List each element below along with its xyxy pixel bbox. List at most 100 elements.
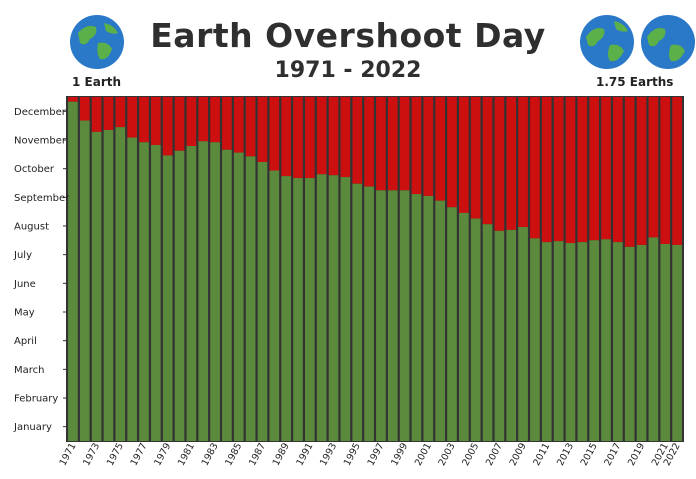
year-tick-label: 1981 <box>176 441 197 468</box>
bar-used <box>68 101 78 441</box>
bar-used <box>648 237 659 441</box>
bar-overshoot <box>198 97 209 142</box>
bar-overshoot <box>210 97 220 143</box>
bar-overshoot <box>411 97 422 195</box>
year-tick-label: 1995 <box>342 441 363 468</box>
bar-overshoot <box>257 97 268 163</box>
bar-used <box>328 175 339 441</box>
one-point-seven-five-earths-label: 1.75 Earths <box>596 75 674 89</box>
bar-used <box>447 207 457 441</box>
bar-overshoot <box>328 97 339 176</box>
year-tick-label: 2011 <box>531 441 552 468</box>
year-tick-label: 1997 <box>366 441 387 468</box>
year-tick-label: 2003 <box>437 441 458 468</box>
year-tick-label: 2019 <box>626 441 647 468</box>
bar-used <box>245 156 256 441</box>
bar-overshoot <box>470 97 481 219</box>
year-tick-label: 2007 <box>484 441 505 468</box>
bar-used <box>162 155 173 442</box>
bar-overshoot <box>589 97 599 241</box>
bar-used <box>601 239 611 441</box>
bar-used <box>139 142 149 442</box>
year-tick-label: 1991 <box>294 441 315 468</box>
bar-used <box>305 178 315 441</box>
year-tick-label: 1977 <box>129 441 150 468</box>
bar-used <box>624 246 635 441</box>
bar-overshoot <box>269 97 280 171</box>
bar-used <box>293 178 303 441</box>
bar-used <box>541 242 552 441</box>
month-tick-label: February <box>14 394 58 405</box>
bar-used <box>186 146 197 441</box>
bar-used <box>506 229 517 441</box>
bar-used <box>340 177 351 441</box>
bar-overshoot <box>91 97 102 132</box>
bar-used <box>423 195 434 441</box>
bar-overshoot <box>482 97 493 225</box>
bar-overshoot <box>281 97 291 177</box>
bar-overshoot <box>115 97 126 128</box>
bar-overshoot <box>68 97 78 102</box>
month-tick-label: October <box>14 164 55 175</box>
bar-overshoot <box>387 97 398 191</box>
bar-overshoot <box>636 97 647 245</box>
bar-overshoot <box>293 97 303 179</box>
bar-used <box>387 190 398 441</box>
bar-used <box>198 141 209 441</box>
year-tick-label: 1999 <box>389 441 410 468</box>
bar-overshoot <box>459 97 469 213</box>
bar-overshoot <box>139 97 149 143</box>
month-tick-label: July <box>13 250 32 261</box>
bar-overshoot <box>672 97 682 245</box>
one-earth-label: 1 Earth <box>72 75 122 89</box>
bar-used <box>151 145 161 442</box>
year-tick-label: 2013 <box>555 441 576 468</box>
bar-used <box>233 152 244 442</box>
bar-used <box>91 131 102 442</box>
bar-used <box>364 186 374 441</box>
bar-overshoot <box>494 97 505 231</box>
bar-overshoot <box>233 97 244 153</box>
bar-overshoot <box>530 97 540 239</box>
month-tick-label: April <box>14 336 37 347</box>
bar-used <box>565 243 576 441</box>
month-tick-label: March <box>14 365 44 376</box>
bar-used <box>613 242 623 441</box>
month-tick-label: November <box>14 136 67 147</box>
year-tick-label: 2005 <box>460 441 481 468</box>
year-tick-label: 1993 <box>318 441 339 468</box>
bar-used <box>589 240 599 441</box>
bar-overshoot <box>506 97 517 230</box>
bar-overshoot <box>245 97 256 157</box>
year-tick-label: 2017 <box>602 441 623 468</box>
bar-overshoot <box>174 97 185 151</box>
bar-overshoot <box>340 97 351 178</box>
month-tick-label: December <box>14 107 67 118</box>
year-tick-label: 1979 <box>152 441 173 468</box>
year-tick-label: 1987 <box>247 441 268 468</box>
chart-subtitle: 1971 - 2022 <box>274 58 422 83</box>
bar-overshoot <box>565 97 576 244</box>
bar-used <box>281 176 291 442</box>
year-tick-label: 1973 <box>81 441 102 468</box>
bar-used <box>518 227 528 441</box>
bar-overshoot <box>151 97 161 146</box>
bar-overshoot <box>79 97 90 121</box>
bar-used <box>127 137 137 441</box>
bar-overshoot <box>222 97 232 150</box>
bar-overshoot <box>660 97 671 245</box>
year-tick-label: 1989 <box>271 441 292 468</box>
bar-overshoot <box>127 97 137 138</box>
bar-used <box>79 120 90 441</box>
year-tick-label: 2001 <box>413 441 434 468</box>
month-tick-label: May <box>14 308 35 319</box>
bar-overshoot <box>376 97 386 191</box>
bar-overshoot <box>624 97 635 247</box>
bar-used <box>210 142 220 442</box>
bar-used <box>530 238 540 441</box>
bar-used <box>222 149 232 441</box>
month-tick-label: January <box>13 422 52 433</box>
earth-globe-icon <box>641 15 695 69</box>
bar-overshoot <box>613 97 623 243</box>
chart-title: Earth Overshoot Day <box>150 16 546 55</box>
